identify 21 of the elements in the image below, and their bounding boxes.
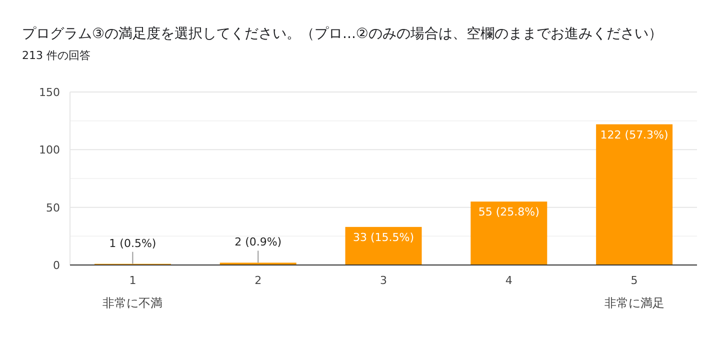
y-tick-label: 100 [39,144,60,157]
y-tick-label: 0 [53,259,60,272]
bar [345,226,422,265]
data-label: 2 (0.9%) [234,236,282,249]
x-tick-label: 4 [505,274,512,287]
data-label: 33 (15.5%) [352,230,414,244]
chart-title: プログラム③の満足度を選択してください。（プロ...②のみの場合は、空欄のままでお進みください） [22,26,662,42]
data-label: 1 (0.5%) [109,236,156,250]
x-tick-label: 1 [129,274,136,287]
y-tick-label: 150 [39,86,60,99]
x-tick-label: 2 [254,274,262,287]
data-label: 55 (25.8%) [478,206,540,219]
data-label: 122 (57.3%) [600,128,668,142]
bar [470,202,548,265]
y-tick-label: 50 [46,201,60,214]
chart-subtitle: 213 件の回答 [22,49,90,62]
text: 非常に不満 [102,296,163,310]
text: 非常に満足 [604,296,664,310]
x-tick-label: 5 [630,274,638,287]
x-tick-label: 3 [380,274,387,287]
bar [596,124,673,265]
